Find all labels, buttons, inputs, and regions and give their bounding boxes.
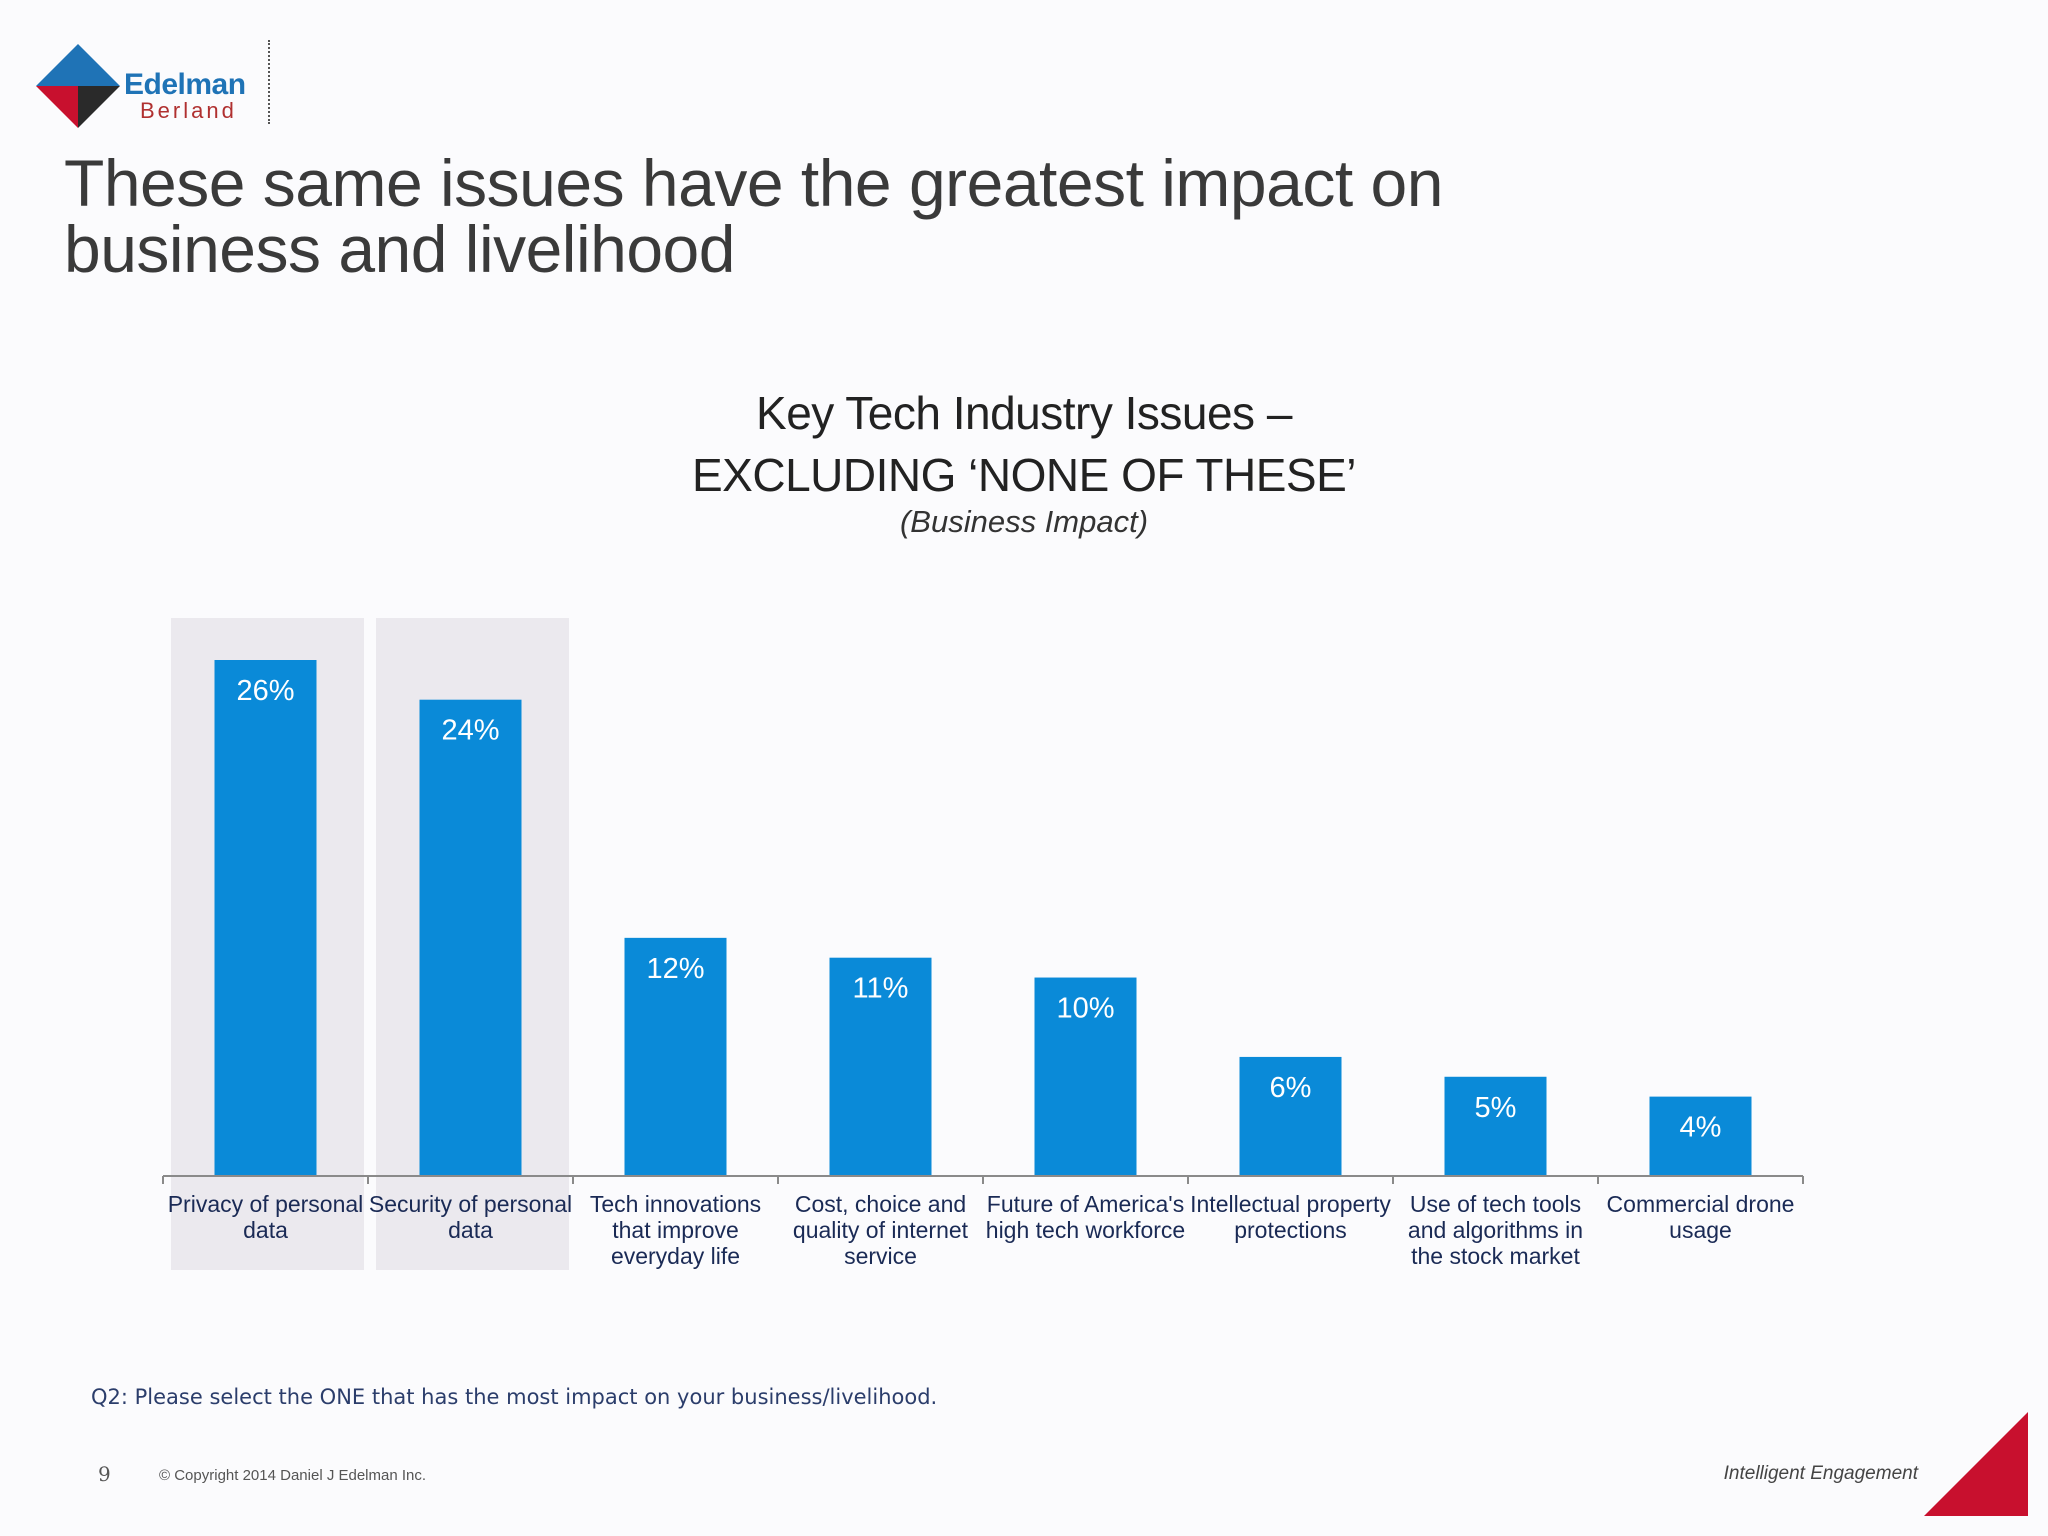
bar-value-label-2: 12% [646, 953, 704, 985]
bar-value-label-1: 24% [441, 715, 499, 747]
bar-4 [1034, 977, 1137, 1176]
tagline: Intelligent Engagement [1723, 1463, 1918, 1484]
slide-title-line-2: business and livelihood [64, 212, 735, 286]
bar-value-label-3: 11% [853, 973, 909, 1005]
bar-7 [1649, 1096, 1752, 1176]
edelman-berland-logo: Edelman Berland [36, 40, 276, 140]
category-label-3: Cost, choice and quality of internet servi… [793, 1191, 969, 1269]
bar-6 [1444, 1076, 1547, 1176]
bar-value-label-5: 6% [1270, 1072, 1312, 1104]
category-label-0: Privacy of personal data [168, 1191, 364, 1243]
corner-accent-triangle [1924, 1412, 2028, 1516]
slide-title-line-1: These same issues have the greatest impa… [64, 146, 1443, 220]
logo-word-berland: Berland [140, 98, 237, 123]
bar-value-label-7: 4% [1680, 1112, 1722, 1144]
chart-title-line-1: Key Tech Industry Issues – [756, 387, 1292, 439]
logo-word-edelman: Edelman [124, 68, 246, 101]
chart-title-line-2: EXCLUDING ‘NONE OF THESE’ [692, 449, 1356, 501]
category-label-5: Intellectual property protections [1190, 1191, 1391, 1243]
bar-3 [829, 957, 932, 1176]
page-number: 9 [98, 1462, 111, 1486]
bar-value-label-6: 5% [1475, 1092, 1517, 1124]
bar-value-label-4: 10% [1056, 993, 1114, 1025]
category-label-6: Use of tech tools and algorithms in the st… [1408, 1191, 1583, 1269]
chart-subtitle: (Business Impact) [899, 504, 1149, 539]
bar-1 [419, 699, 522, 1176]
category-label-7: Commercial drone usage [1607, 1191, 1795, 1243]
bar-value-label-0: 26% [236, 675, 294, 707]
category-label-4: Future of America's high tech workforce [986, 1191, 1185, 1243]
category-label-1: Security of personal data [369, 1191, 572, 1243]
logo-divider [268, 40, 270, 124]
copyright-notice: © Copyright 2014 Daniel J Edelman Inc. [159, 1467, 427, 1484]
slide-title: These same issues have the greatest impa… [64, 150, 1564, 282]
logo-diamond-icon [36, 44, 120, 128]
bar-2 [624, 937, 727, 1176]
category-label-2: Tech innovations that improve everyday lif… [590, 1191, 761, 1269]
bar-0 [214, 660, 317, 1176]
bar-5 [1239, 1056, 1342, 1176]
chart-title: Key Tech Industry Issues – EXCLUDING ‘NO… [524, 382, 1524, 506]
survey-question-footnote: Q2: Please select the ONE that has the m… [91, 1385, 938, 1409]
